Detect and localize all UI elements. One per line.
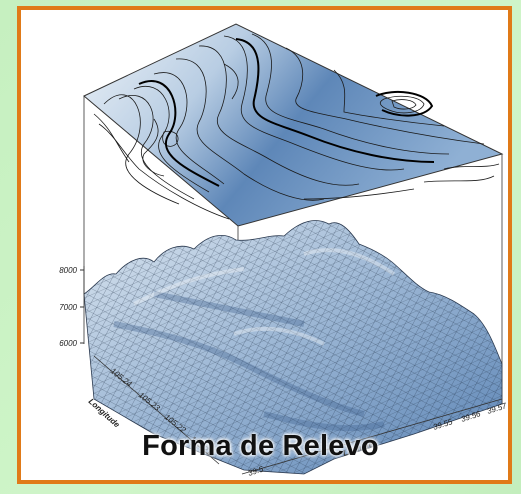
relief-surface <box>83 220 503 475</box>
elevation-tick: 7000 <box>59 303 77 312</box>
figure-frame: 8000 7000 6000 105.24 105.23 105.22 105.… <box>17 6 512 484</box>
contour-map <box>83 23 504 227</box>
elevation-axis: 8000 7000 6000 <box>59 266 85 348</box>
elevation-tick: 8000 <box>59 266 77 275</box>
relief-figure: 8000 7000 6000 105.24 105.23 105.22 105.… <box>59 23 508 478</box>
slide-caption: Forma de Relevo <box>142 430 379 462</box>
elevation-tick: 6000 <box>59 339 77 348</box>
